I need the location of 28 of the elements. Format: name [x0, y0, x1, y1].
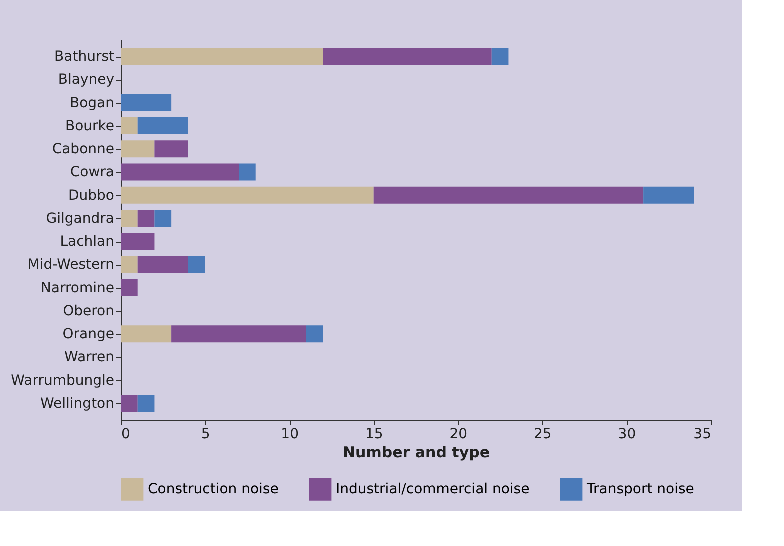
y-tick-label: Orange [62, 326, 114, 343]
x-tick-label: 20 [450, 426, 468, 442]
y-tick-label: Dubbo [68, 188, 114, 204]
y-tick-label: Bathurst [54, 49, 115, 66]
y-tick-label: Cabonne [52, 142, 114, 158]
y-tick-label: Bogan [70, 95, 114, 112]
legend-label: Construction noise [148, 482, 279, 498]
x-tick-label: 15 [365, 426, 384, 442]
x-tick-label: 30 [618, 426, 636, 442]
x-axis-title: Number and type [342, 444, 490, 462]
x-tick-label: 10 [281, 426, 299, 442]
legend-label: Transport noise [586, 482, 694, 498]
y-tick-label: Wellington [40, 396, 114, 412]
x-tick-label: 25 [534, 426, 552, 442]
x-tick-label: 35 [694, 426, 712, 442]
y-tick-label: Oberon [63, 303, 114, 320]
y-tick-label: Gilgandra [46, 210, 114, 227]
y-tick-label: Blayney [58, 72, 114, 88]
y-tick-label: Cowra [70, 164, 114, 181]
legend-label: Industrial/commercial noise [336, 482, 530, 498]
y-tick-label: Mid-Western [28, 257, 114, 274]
y-tick-label: Narromine [40, 280, 114, 296]
x-tick-label: 0 [122, 426, 130, 442]
y-tick-label: Warrumbungle [11, 372, 114, 389]
y-tick-label: Lachlan [60, 234, 114, 250]
y-tick-label: Warren [64, 350, 114, 366]
x-tick-label: 5 [201, 426, 210, 442]
y-tick-label: Bourke [65, 118, 114, 134]
